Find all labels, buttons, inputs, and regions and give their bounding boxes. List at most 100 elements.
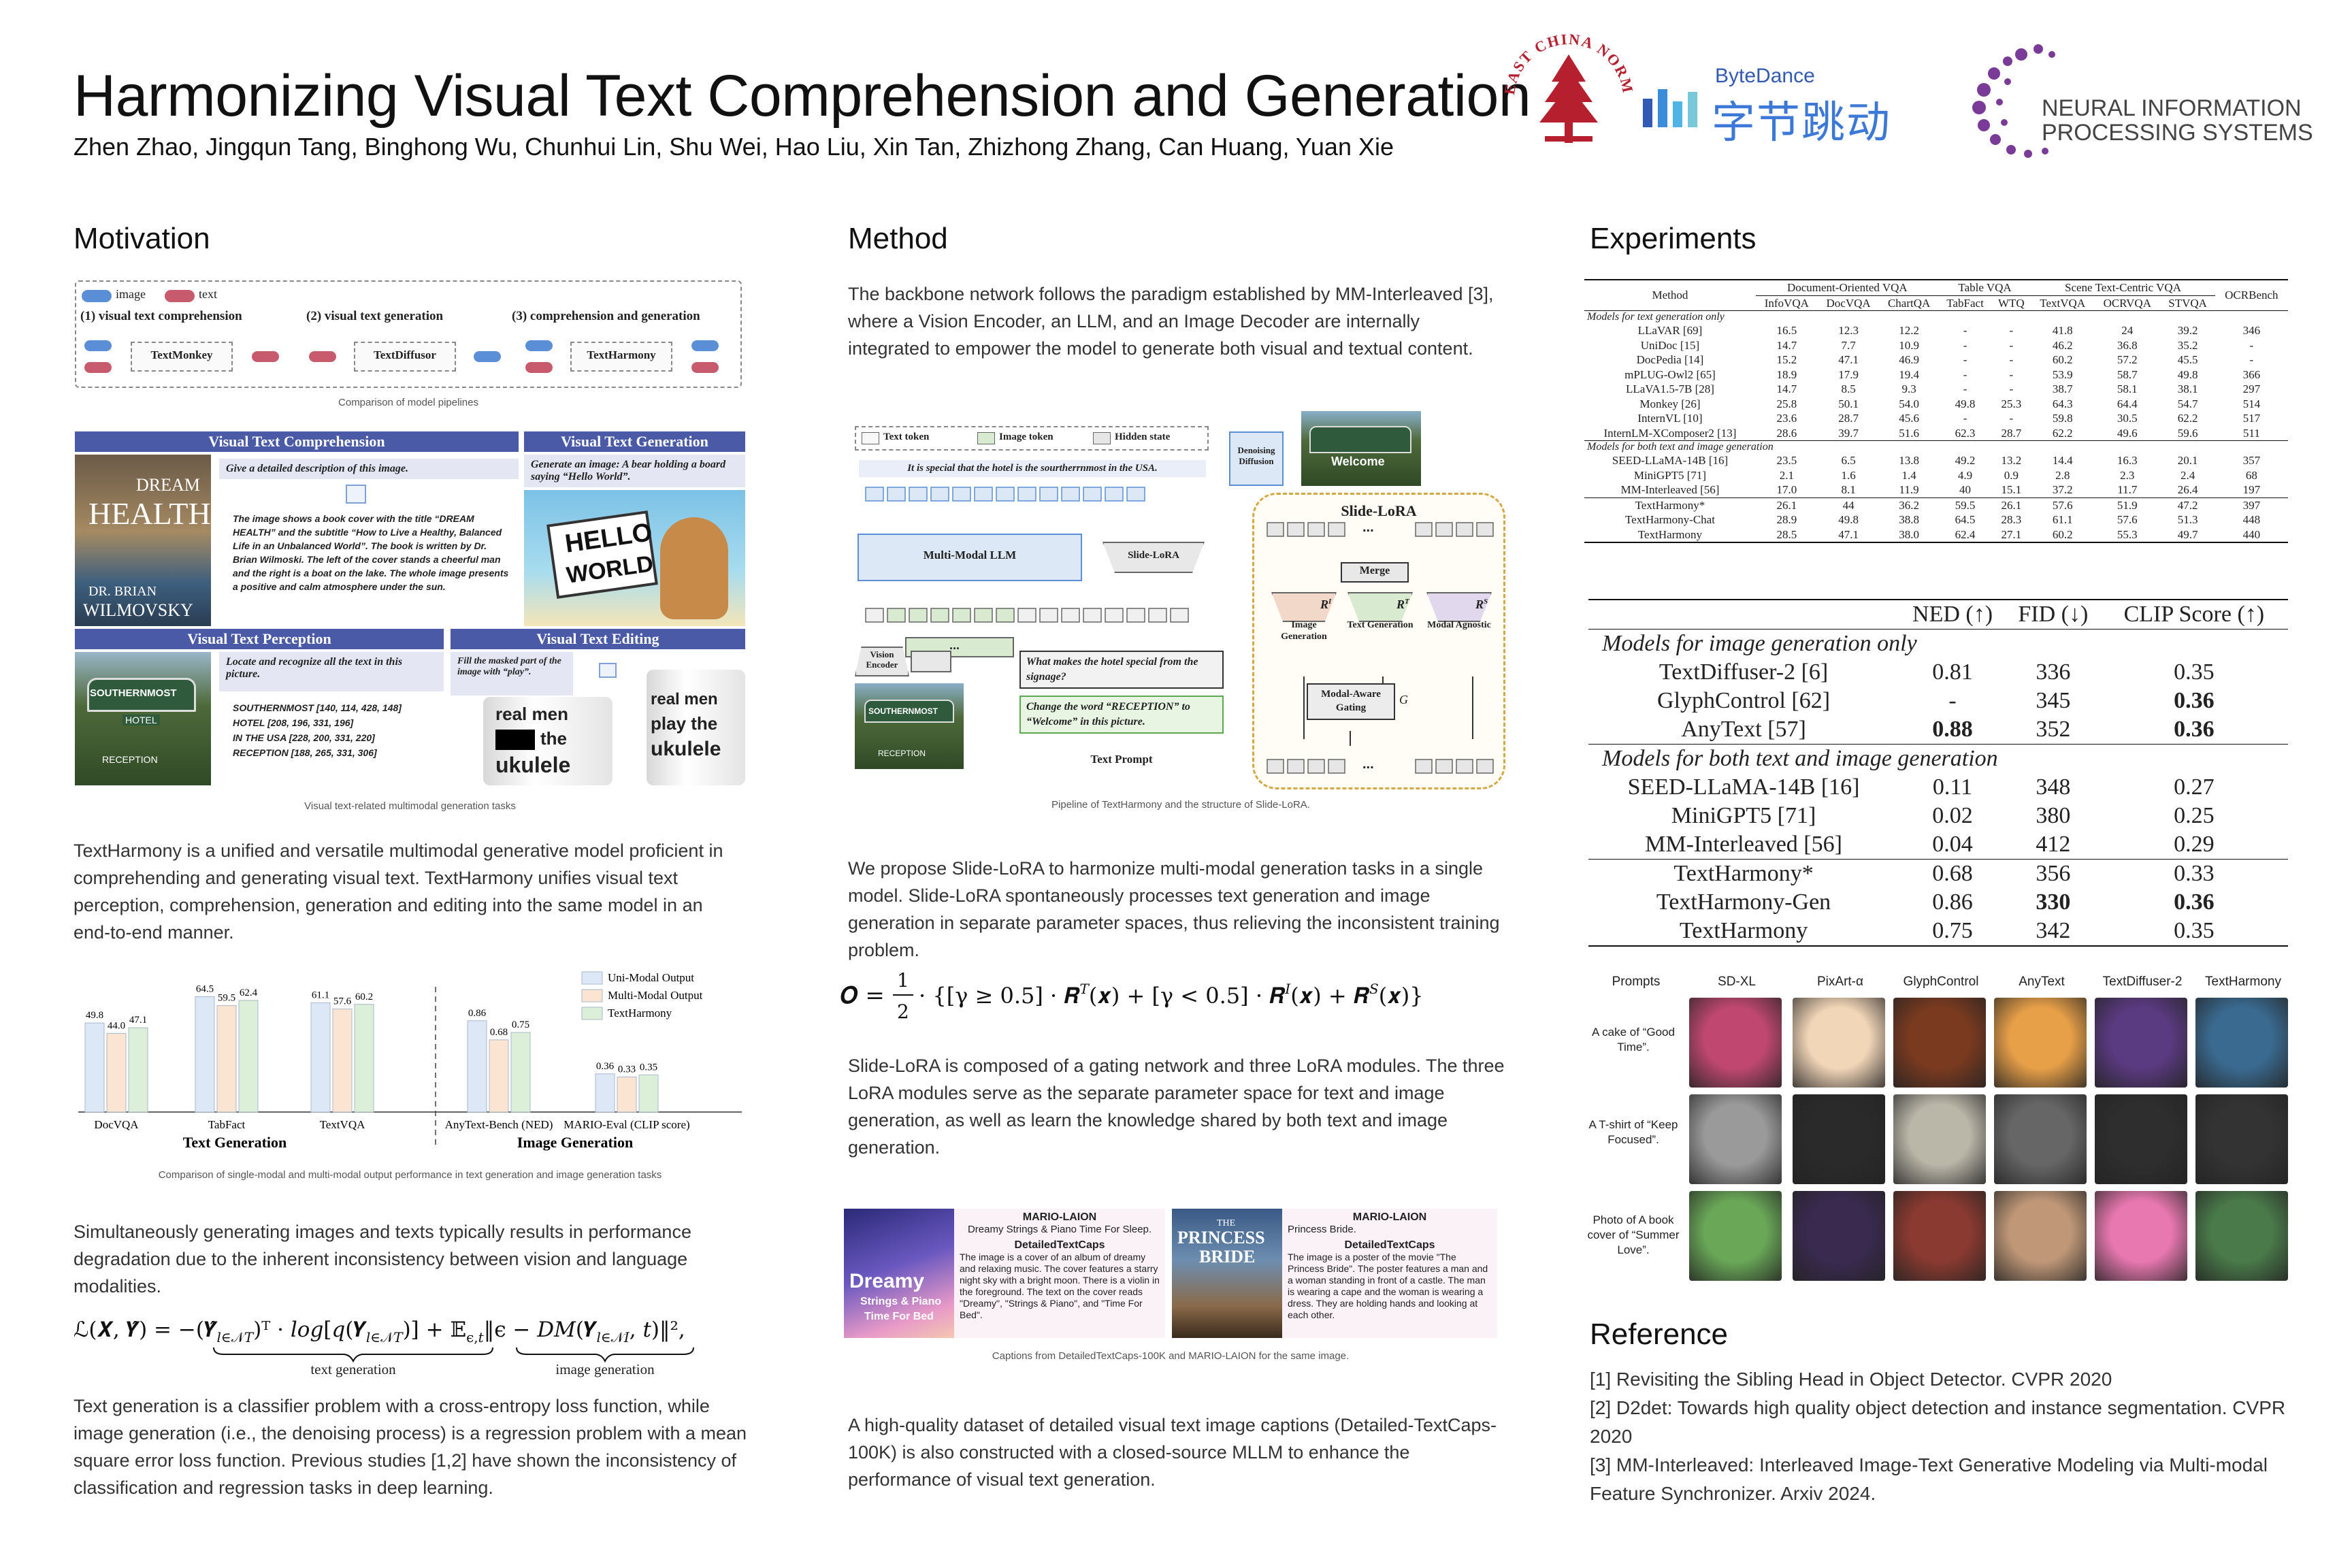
table-row: TextHarmony* 0.68 356 0.33 [1588,860,2288,889]
table-cell: 35.2 [2177,338,2198,352]
table-cell: 47.2 [2177,498,2198,512]
denoise-box [1229,431,1284,486]
p3-out-text [691,362,719,373]
tasks-figure: Visual Text Comprehension DREAM HEALTH D… [75,431,745,785]
table-cell: 25.8 [1776,397,1797,410]
bar [195,996,215,1113]
grid-col-header: Prompts [1612,975,1661,989]
bar-value-label: 0.75 [512,1019,529,1030]
princess-t1: THE [1217,1218,1236,1228]
slide-lora-detail [1252,493,1505,789]
table-cell: 357 [2242,454,2261,467]
table-cell: 17.9 [1838,368,1859,381]
table-cell: 49.8 [2177,368,2198,381]
table-cell: 49.8 [1838,513,1859,526]
gating-box [1307,683,1395,720]
table-cell: - [2009,368,2014,381]
ri-sup: I [1328,598,1332,606]
table-cell: 0.36 [2174,688,2215,713]
table-cell: MiniGPT5 [71] [1633,468,1707,482]
table-cell: 25.3 [2001,397,2022,410]
table-cell: Models for both text and image generatio… [1602,746,1998,771]
table-cell: 50.1 [1838,397,1859,410]
p2-model [354,342,456,372]
table-cell: 348 [2036,774,2071,800]
grid-col-header: AnyText [2019,975,2065,989]
motivation-para-1: TextHarmony is a unified and versatile m… [74,840,723,943]
comparison-chart: 49.8 44.0 47.1 DocVQA 64.5 59.5 62.4 TabFact 61.… [71,966,749,1164]
table-cell: 23.6 [1776,412,1797,425]
neurips-line1: NEURAL INFORMATION [2042,95,2302,121]
table-cell: 53.9 [2052,368,2073,381]
p3-model [570,342,672,372]
c1-head: MARIO-LAION [1022,1211,1097,1223]
img-gen-label: Image Generation [1281,620,1327,642]
table-cell: - [1963,368,1967,381]
table-cell: TextHarmony-Chat [1624,513,1715,526]
table-cell: 356 [2036,861,2071,886]
table-row: MM-Interleaved [56] 0.04 412 0.29 [1588,830,2288,860]
grid-col-header: TextDiffuser-2 [2102,975,2183,989]
table-cell: 16.3 [2117,454,2138,467]
table-cell: 36.8 [2117,338,2138,352]
table-cell: 380 [2036,803,2071,828]
p3-out-image [691,340,719,351]
vtp-line-3: IN THE USA [228, 200, 331, 220] [233,732,375,743]
question-box: What makes the hotel special from the si… [1019,651,1224,689]
table-cell: 2.1 [1779,468,1794,482]
out-sign [1309,426,1411,453]
table-row: InternLM-XComposer2 [13] 28.6 39.7 51.6 62.3… [1584,426,2288,441]
input-hotel-image: SOUTHERNMOST RECEPTION [855,683,964,769]
group-label: Image Generation [517,1134,633,1151]
table-cell: 18.9 [1776,368,1797,381]
c2-dtc: DetailedTextCaps [1344,1239,1435,1251]
text-prompt-label: Text Prompt [1090,753,1153,766]
rt-label: RT [1396,598,1409,612]
sign-text-2: HOTEL [122,715,160,725]
table-cell: 36.2 [1899,498,1919,512]
generated-image [2095,1191,2187,1281]
chart-caption: Comparison of single-modal and multi-mod… [158,1169,662,1181]
table-cell: Method [1652,289,1688,302]
out-welcome-text: Welcome [1331,455,1385,468]
table-cell: 26.1 [1776,498,1797,512]
table-cell: DocPedia [14] [1636,353,1704,366]
table-row: UniDoc [15] 14.7 7.7 10.9 - - 46.2 36.8 35.2 - [1584,338,2288,353]
slide-lora-equation: 𝑶 = 1 2 · {[γ ≥ 0.5] · 𝑹𝑇(𝒙) + [γ < 0.5]… [838,964,1519,1029]
table-group-row: Models for text generation only [1584,311,2288,324]
legend-label: TextHarmony [608,1007,672,1019]
pipeline-3-label: (3) comprehension and generation [512,309,700,323]
output-welcome-image: Welcome [1301,411,1421,486]
architecture-diagram: Text token Image token Hidden state It i… [851,402,1511,789]
table-cell: 13.2 [2001,454,2022,467]
x-tick-label: TabFact [208,1118,246,1131]
table-cell: 38.0 [1899,527,1919,541]
neurips-line2: PROCESSING SYSTEMS [2042,120,2313,146]
experiments-heading: Experiments [1590,222,1757,255]
c2-head: MARIO-LAION [1352,1211,1427,1223]
mug-masked: real men the ukulele [483,697,612,785]
svg-text:· {[γ ≥ 0.5] · 𝑹𝑇(𝒙) + [γ <: · {[γ ≥ 0.5] · 𝑹𝑇(𝒙) + [γ < 0.5] · 𝑹𝐼(𝒙)… [919,981,1424,1009]
table-cell: OCRVQA [2103,296,2151,310]
table-subheader-row: InfoVQA DocVQA ChartQA TabFact WTQ TextVQA OCR… [1584,295,2288,311]
table-cell: 59.6 [2177,426,2198,440]
table-cell: 11.7 [2117,483,2138,496]
table-cell: NED (↑) [1912,602,1993,627]
generation-table-body: NED (↑) FID (↓) CLIP Score (↑) Models for i… [1588,600,2288,946]
grid-col-header: GlyphControl [1903,975,1979,989]
poster-title: Harmonizing Visual Text Comprehension an… [74,63,1531,129]
slide-lora-box [1102,542,1205,573]
mllm-label: Multi-Modal LLM [923,549,1017,561]
bar [106,1032,127,1113]
svg-text:2: 2 [897,1000,909,1023]
bear-figure [660,517,728,619]
loss-equation: ℒ(𝑿, 𝒀̂) = −(𝒀̂𝑙∈𝒩𝑇)ᵀ · 𝑙𝑜𝑔[𝑞(𝒀𝑙∈𝒩𝑇)] + … [71,1308,751,1383]
p1-model [131,342,233,372]
table-cell: 517 [2242,412,2261,425]
table-cell: Models for image generation only [1602,631,1917,656]
c1-sub: Dreamy Strings & Piano Time For Sleep. [967,1224,1152,1235]
grid-col-header: TextHarmony [2205,975,2281,989]
vte-prompt: Fill the masked part of the image with “… [451,652,573,696]
table-cell: CLIP Score (↑) [2123,602,2265,627]
table-cell: 55.3 [2117,527,2138,541]
